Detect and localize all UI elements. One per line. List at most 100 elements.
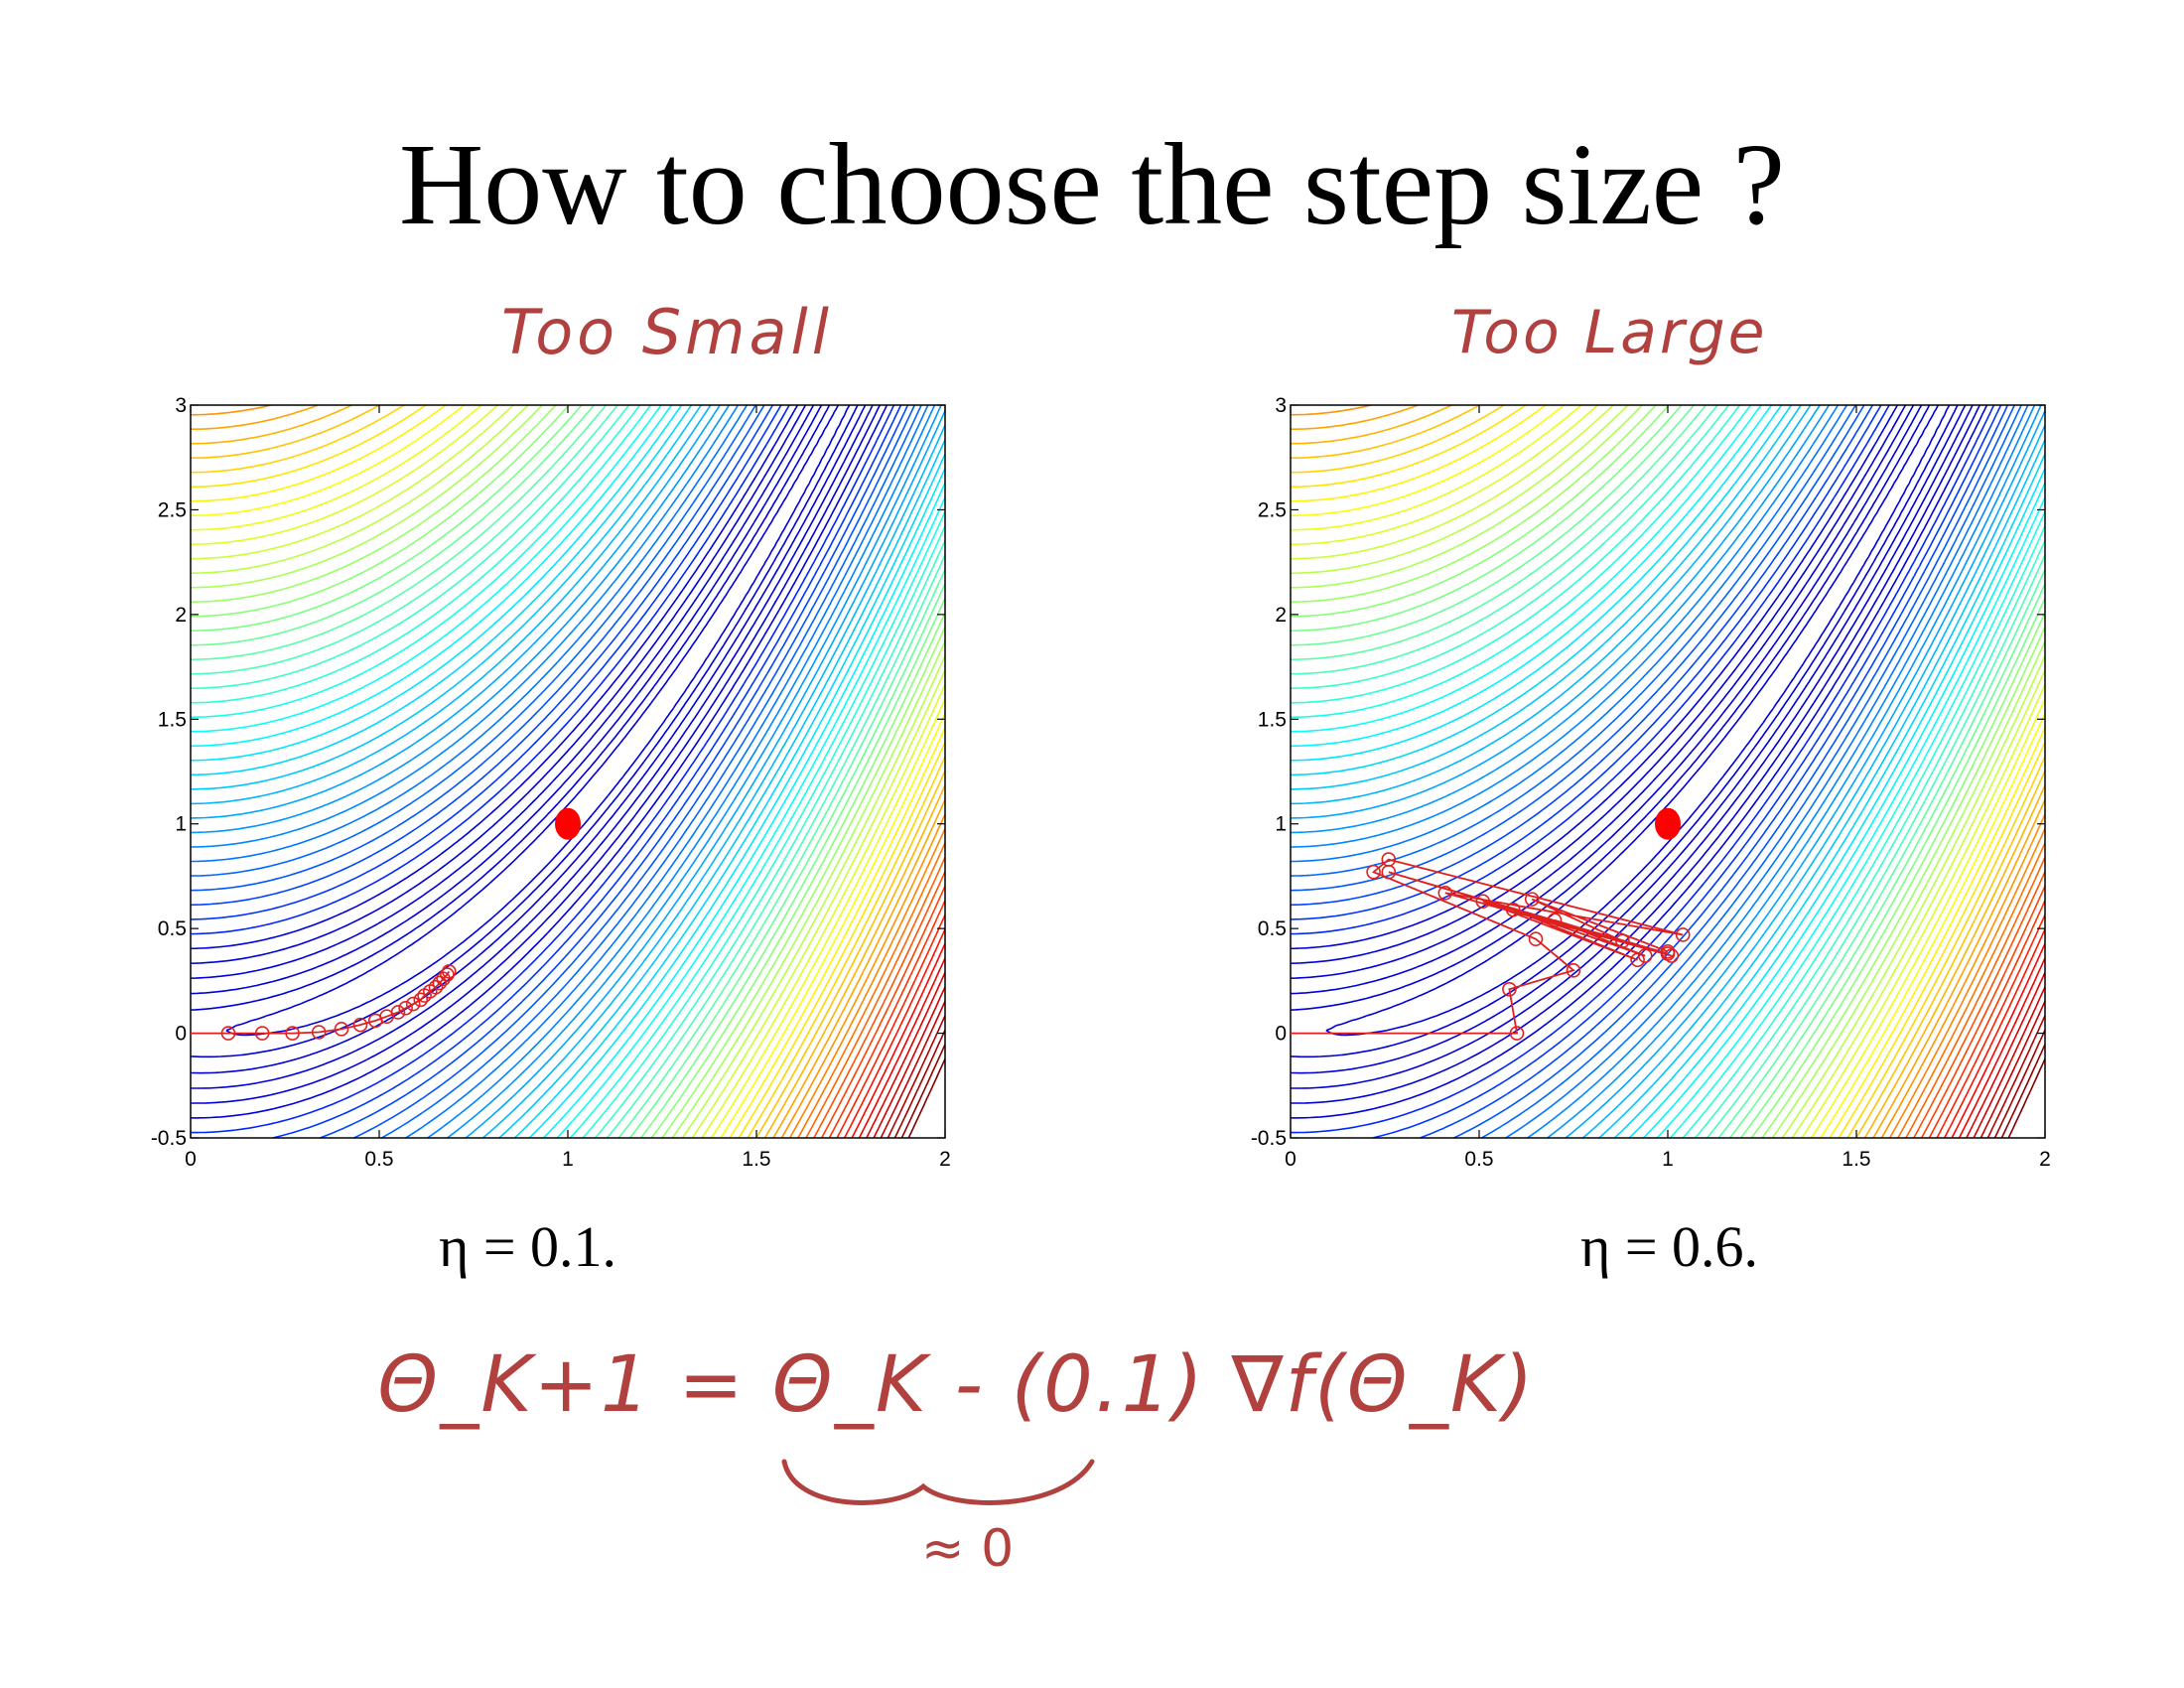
x-tick-label: 0.5 (1464, 1148, 1493, 1171)
contour-level (2007, 1058, 2045, 1138)
contour-level (191, 405, 895, 1134)
contour-level (1291, 405, 2045, 1138)
y-tick-label: 2 (1275, 604, 1287, 627)
trajectory-point (1630, 952, 1645, 968)
contour-level (191, 405, 945, 1138)
page-title: How to choose the step size ? (399, 119, 1785, 249)
contour-level (1291, 405, 2045, 1138)
contour-level (851, 943, 945, 1138)
contour-level (191, 405, 888, 1119)
trajectory-point (311, 1025, 327, 1040)
y-tick-label: -0.5 (1251, 1127, 1287, 1150)
contour-level (191, 405, 945, 1138)
trajectory-point (352, 1017, 368, 1033)
trajectory-point (1475, 894, 1491, 910)
contour-level (1291, 405, 2045, 1138)
contour-level (1979, 1001, 2045, 1138)
contour-level (1291, 405, 2045, 1138)
contour-lines (1291, 405, 2045, 1138)
y-tick-label: -0.5 (151, 1127, 187, 1150)
contour-level (1291, 405, 1995, 1134)
contour-level (2000, 1044, 2045, 1138)
contour-level (1291, 405, 2045, 1138)
contour-level (1291, 405, 2045, 1138)
trajectory-point (1437, 885, 1453, 901)
contour-level (191, 405, 945, 1138)
trajectory-point (334, 1022, 349, 1037)
trajectory-point (1660, 944, 1676, 959)
contour-level (191, 405, 945, 1138)
update-formula: Θ_K+1 = Θ_K - (0.1) ∇f(Θ_K) (377, 1340, 1536, 1430)
approx-zero-annotation: ≈ 0 (921, 1519, 1015, 1579)
y-tick-label: 0 (175, 1023, 187, 1046)
contour-level (191, 405, 945, 1138)
contour-level (191, 405, 945, 1138)
step-size-caption-right: η = 0.6. (1580, 1214, 1759, 1279)
trajectory-point (441, 964, 457, 979)
trajectory-point (1366, 864, 1381, 880)
contour-level (1291, 405, 2045, 1138)
x-tick-label: 1 (562, 1148, 574, 1171)
trajectory-point (285, 1026, 300, 1041)
contour-level (873, 986, 945, 1138)
contour-level (191, 405, 945, 1138)
contour-level (1993, 1030, 2045, 1138)
x-tick-label: 1.5 (742, 1148, 770, 1171)
annotation-too-large: Too Large (1451, 298, 1768, 367)
contour-level (191, 405, 945, 1138)
contour-level (191, 405, 945, 1138)
contour-level (191, 405, 945, 1138)
trajectory-point (432, 975, 448, 991)
trajectory-point (405, 996, 421, 1012)
contour-level (1291, 405, 1967, 1074)
contour-plot-right: 0 0.5 1 1.5 2-0.500.511.522.53 (1251, 394, 2051, 1171)
trajectory-point (1524, 892, 1540, 907)
y-tick-label: 0.5 (158, 917, 187, 940)
x-tick-label: 2 (2039, 1148, 2051, 1171)
contour-level (1943, 928, 2045, 1138)
underbrace-annotation (781, 1459, 1095, 1505)
contour-level (1291, 405, 2036, 1138)
contour-level (191, 405, 936, 1138)
contour-level (191, 405, 945, 1138)
trajectory-point (428, 979, 444, 995)
contour-lines (191, 405, 945, 1138)
contour-level (1291, 405, 2045, 1138)
contour-level (1920, 886, 2045, 1138)
contour-level (907, 1058, 945, 1138)
y-tick-label: 3 (1275, 394, 1287, 417)
trajectory-point (1566, 963, 1581, 978)
contour-level (880, 1001, 945, 1138)
contour-level (191, 405, 945, 1138)
contour-level (1897, 842, 2045, 1138)
contour-level (1973, 986, 2045, 1138)
contour-level (1291, 405, 2045, 1138)
contour-level (1291, 405, 2045, 1138)
contour-level (191, 405, 945, 1138)
contour-level (1291, 405, 2045, 1138)
trajectory-point (1675, 927, 1691, 942)
contour-level (191, 405, 945, 1138)
x-tick-label: 0.5 (364, 1148, 393, 1171)
x-tick-label: 1 (1662, 1148, 1674, 1171)
contour-level (1936, 914, 2045, 1138)
contour-level (191, 405, 945, 1138)
contour-level (1958, 957, 2045, 1138)
contour-level (191, 405, 942, 1138)
contour-level (191, 405, 945, 1138)
contour-level (191, 405, 945, 1138)
contour-level (1291, 405, 2045, 1138)
contour-level (1291, 405, 2045, 1138)
contour-level (843, 928, 945, 1138)
x-tick-label: 2 (939, 1148, 951, 1171)
contour-level (797, 842, 945, 1138)
contour-level (1291, 405, 2022, 1138)
contour-level (1966, 972, 2045, 1138)
contour-level (820, 886, 945, 1138)
contour-level (887, 1015, 945, 1138)
trajectory-point (440, 967, 455, 982)
contour-level (191, 405, 945, 1138)
y-tick-label: 1 (175, 813, 187, 836)
contour-level (191, 405, 945, 1138)
trajectory-point (1509, 1026, 1525, 1041)
